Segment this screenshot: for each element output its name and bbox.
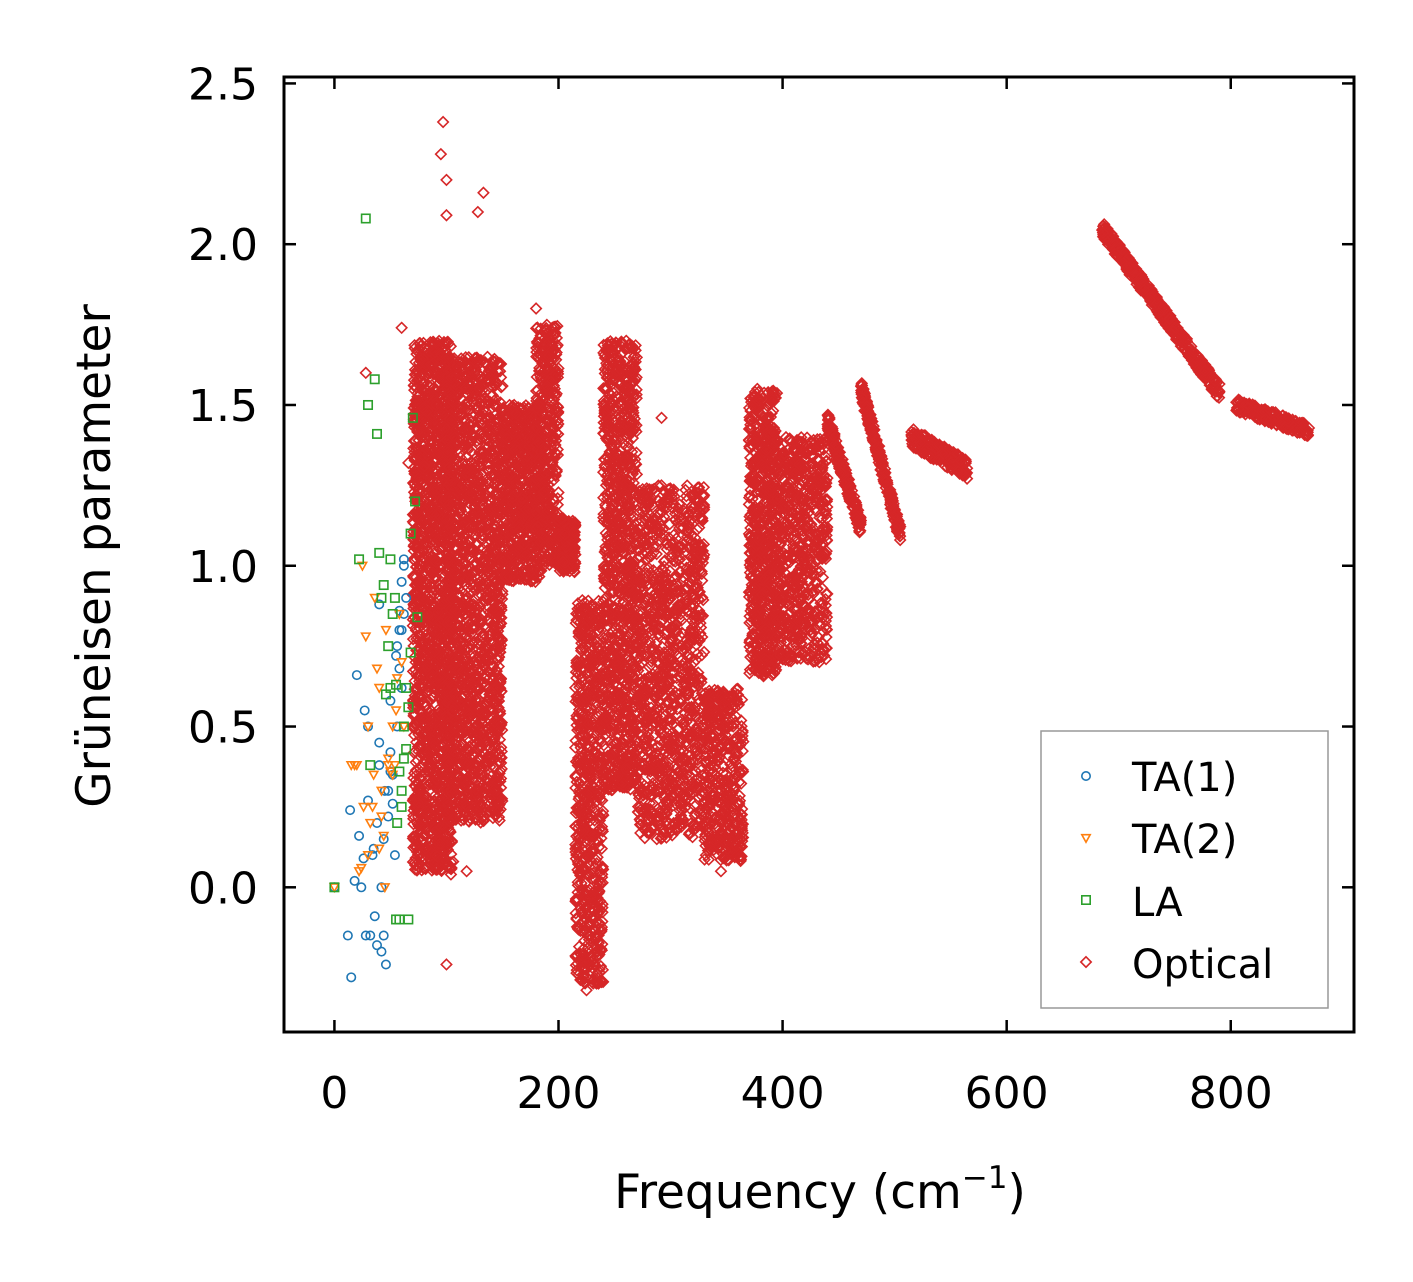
optical-point: [410, 506, 424, 520]
optical-point: [420, 607, 434, 620]
optical-point: [408, 420, 421, 434]
data-marks: [328, 115, 1316, 997]
optical-point: [433, 579, 446, 593]
optical-point: [427, 482, 441, 496]
optical-point: [437, 842, 450, 855]
optical-point: [414, 396, 427, 410]
optical-point: [426, 681, 440, 695]
optical-point: [421, 544, 435, 558]
optical-point: [414, 641, 427, 655]
optical-point: [418, 788, 432, 802]
optical-point: [416, 653, 429, 666]
optical-point: [406, 508, 420, 521]
optical-point: [414, 647, 428, 661]
optical-point: [406, 632, 420, 646]
optical-point: [433, 626, 447, 640]
optical-point: [427, 657, 441, 670]
optical-point: [419, 728, 432, 742]
optical-point: [415, 515, 429, 529]
optical-point: [422, 845, 435, 858]
optical-point: [409, 588, 423, 602]
optical-point: [409, 394, 423, 407]
optical-point: [429, 824, 442, 838]
optical-point: [407, 728, 421, 742]
optical-point: [406, 515, 420, 529]
optical-point: [413, 654, 426, 667]
optical-point: [444, 855, 458, 869]
optical-point: [424, 703, 438, 717]
optical-point: [416, 485, 430, 498]
optical-point: [409, 551, 422, 565]
optical-point: [409, 682, 422, 696]
optical-point: [418, 821, 432, 835]
optical-point: [408, 856, 422, 869]
optical-point: [413, 596, 427, 610]
optical-point: [433, 594, 446, 608]
optical-point: [423, 648, 436, 662]
optical-point: [414, 740, 428, 753]
optical-point: [414, 742, 427, 756]
optical-point: [434, 820, 448, 834]
optical-point: [412, 356, 426, 370]
optical-point: [406, 619, 420, 633]
optical-point: [432, 406, 446, 419]
optical-point: [423, 537, 437, 551]
optical-point: [429, 858, 443, 871]
optical-point: [408, 674, 422, 688]
optical-point: [415, 448, 429, 462]
optical-point: [418, 766, 432, 780]
optical-point: [422, 450, 436, 464]
optical-point: [417, 662, 430, 676]
optical-point: [428, 795, 442, 808]
optical-point: [414, 528, 428, 541]
optical-point: [408, 766, 421, 780]
optical-point: [409, 834, 422, 847]
optical-point: [427, 586, 440, 599]
optical-point: [407, 538, 421, 552]
optical-point: [430, 862, 443, 875]
optical-point: [407, 812, 420, 826]
optical-point: [424, 732, 437, 745]
optical-point: [423, 680, 436, 694]
optical-point: [428, 569, 442, 583]
optical-point: [431, 446, 444, 460]
optical-point: [409, 621, 422, 635]
optical-point: [407, 434, 421, 448]
optical-point: [408, 454, 422, 467]
optical-point: [423, 692, 437, 706]
optical-point: [432, 653, 446, 667]
optical-point: [425, 670, 438, 683]
optical-point: [429, 526, 443, 540]
